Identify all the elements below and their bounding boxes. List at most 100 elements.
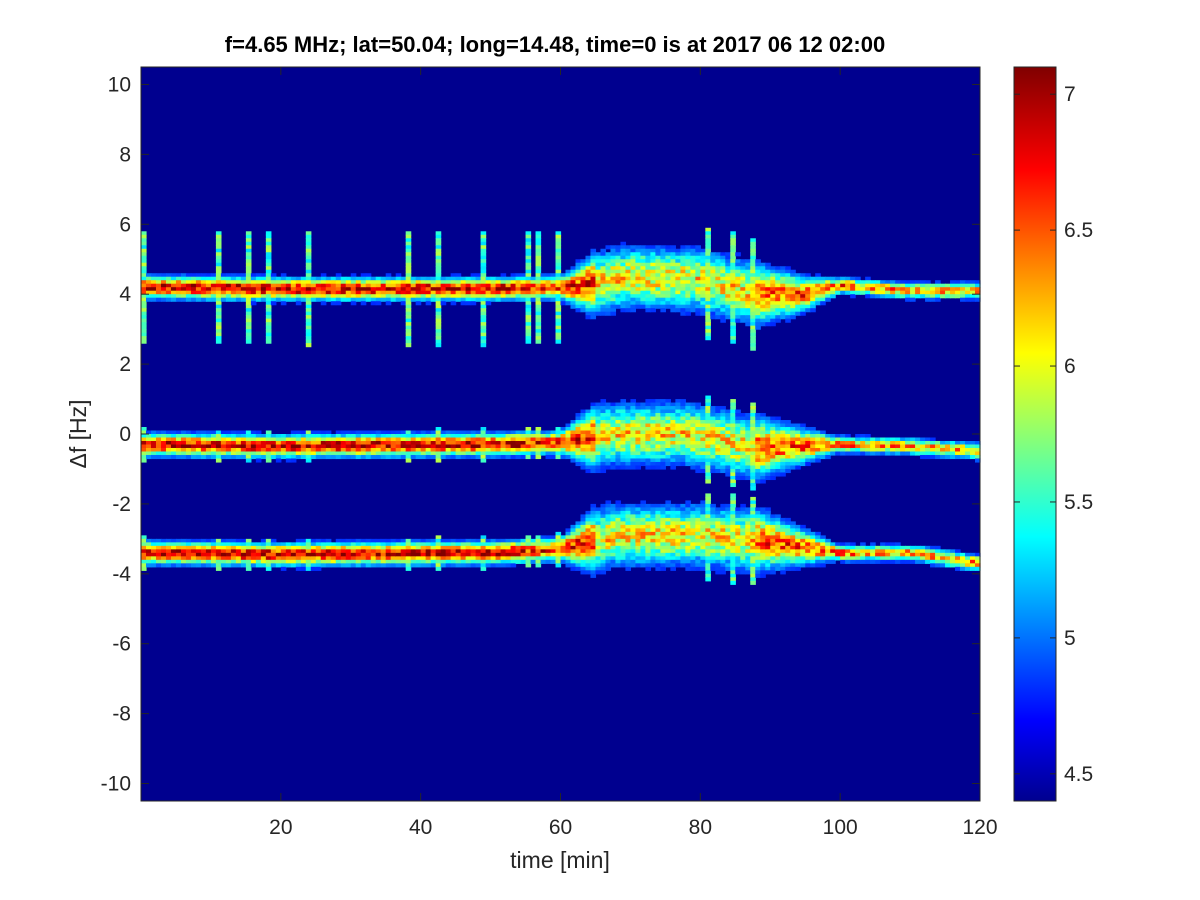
- heatmap-cell: [305, 262, 312, 267]
- heatmap-cell: [685, 430, 691, 435]
- heatmap-cell: [220, 440, 227, 446]
- heatmap-cell: [410, 280, 417, 285]
- heatmap-cell: [425, 301, 432, 306]
- heatmap-cell: [720, 517, 726, 522]
- heatmap-cell: [575, 280, 582, 285]
- heatmap-cell: [745, 308, 751, 313]
- heatmap-cell: [215, 559, 222, 564]
- heatmap-cell: [745, 447, 751, 453]
- heatmap-cell: [425, 538, 432, 543]
- heatmap-cell: [680, 507, 686, 512]
- heatmap-cell: [665, 276, 671, 281]
- heatmap-cell: [405, 454, 412, 460]
- heatmap-cell: [445, 545, 452, 550]
- heatmap-cell: [500, 440, 507, 446]
- heatmap-cell: [715, 315, 721, 320]
- heatmap-cell: [415, 454, 422, 460]
- heatmap-cell: [615, 287, 622, 292]
- heatmap-cell: [275, 542, 282, 547]
- heatmap-cell: [445, 451, 452, 456]
- heatmap-cell: [670, 535, 676, 540]
- heatmap-cell: [655, 416, 661, 421]
- heatmap-cell: [535, 336, 542, 341]
- heatmap-cell: [250, 280, 257, 285]
- heatmap-cell: [670, 259, 676, 264]
- heatmap-cell: [725, 427, 731, 432]
- heatmap-cell: [690, 427, 696, 432]
- heatmap-cell: [290, 444, 297, 449]
- heatmap-cell: [625, 458, 632, 463]
- heatmap-cell: [700, 444, 706, 449]
- heatmap-cell: [645, 294, 651, 299]
- heatmap-cell: [730, 479, 736, 484]
- heatmap-cell: [180, 290, 187, 295]
- heatmap-cell: [440, 280, 447, 285]
- heatmap-cell: [305, 280, 312, 285]
- heatmap-cell: [785, 287, 791, 292]
- heatmap-cell: [240, 273, 247, 278]
- heatmap-cell: [615, 503, 622, 508]
- heatmap-cell: [245, 287, 252, 292]
- heatmap-cell: [610, 283, 617, 288]
- heatmap-cell: [635, 440, 641, 446]
- heatmap-cell: [435, 434, 442, 439]
- heatmap-cell: [535, 318, 542, 323]
- heatmap-cell: [680, 451, 686, 456]
- heatmap-cell: [520, 447, 527, 453]
- heatmap-cell: [675, 294, 681, 299]
- heatmap-cell: [795, 528, 801, 533]
- heatmap-cell: [655, 252, 661, 257]
- heatmap-cell: [765, 416, 771, 421]
- heatmap-cell: [790, 297, 796, 302]
- heatmap-cell: [245, 248, 252, 253]
- heatmap-cell: [740, 531, 746, 536]
- heatmap-cell: [160, 454, 167, 460]
- heatmap-cell: [200, 276, 207, 281]
- heatmap-cell: [685, 552, 691, 557]
- heatmap-cell: [695, 503, 701, 508]
- heatmap-cell: [700, 304, 706, 309]
- heatmap-cell: [250, 287, 257, 292]
- heatmap-cell: [320, 434, 327, 439]
- heatmap-cell: [770, 290, 776, 295]
- heatmap-cell: [705, 248, 711, 253]
- heatmap-cell: [275, 552, 282, 557]
- heatmap-cell: [645, 458, 651, 463]
- heatmap-cell: [680, 406, 686, 411]
- heatmap-cell: [625, 297, 632, 302]
- heatmap-cell: [740, 304, 746, 309]
- heatmap-cell: [650, 430, 656, 435]
- heatmap-cell: [660, 437, 666, 442]
- heatmap-cell: [220, 552, 227, 557]
- heatmap-cell: [555, 294, 562, 299]
- heatmap-cell: [265, 454, 272, 460]
- heatmap-cell: [780, 423, 786, 428]
- heatmap-cell: [370, 430, 377, 435]
- heatmap-cell: [795, 542, 801, 547]
- heatmap-cell: [515, 545, 522, 550]
- heatmap-cell: [505, 283, 512, 288]
- heatmap-cell: [505, 542, 512, 547]
- heatmap-cell: [205, 447, 212, 453]
- heatmap-cell: [615, 559, 622, 564]
- heatmap-cell: [680, 259, 686, 264]
- heatmap-cell: [165, 559, 172, 564]
- heatmap-cell: [560, 280, 567, 285]
- heatmap-cell: [230, 280, 237, 285]
- heatmap-cell: [545, 283, 552, 288]
- heatmap-cell: [165, 430, 172, 435]
- heatmap-cell: [530, 542, 537, 547]
- heatmap-cell: [600, 507, 607, 512]
- heatmap-cell: [575, 559, 582, 564]
- heatmap-cell: [570, 444, 577, 449]
- heatmap-cell: [665, 259, 671, 264]
- heatmap-cell: [410, 538, 417, 543]
- heatmap-cell: [390, 563, 397, 568]
- heatmap-cell: [530, 287, 537, 292]
- heatmap-cell: [585, 521, 592, 526]
- heatmap-cell: [410, 290, 417, 295]
- heatmap-cell: [375, 297, 382, 302]
- heatmap-cell: [745, 290, 751, 295]
- heatmap-cell: [715, 521, 721, 526]
- heatmap-cell: [145, 454, 152, 460]
